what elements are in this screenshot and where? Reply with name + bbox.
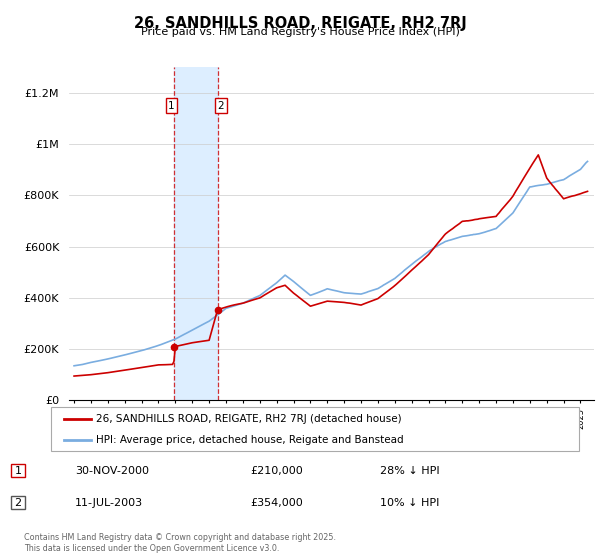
Text: 30-NOV-2000: 30-NOV-2000 [75,465,149,475]
Text: 1: 1 [168,101,175,111]
Text: 2: 2 [14,498,22,508]
Bar [11,496,25,510]
FancyBboxPatch shape [51,407,579,451]
Text: 26, SANDHILLS ROAD, REIGATE, RH2 7RJ: 26, SANDHILLS ROAD, REIGATE, RH2 7RJ [134,16,466,31]
Bar [11,464,25,477]
Text: Price paid vs. HM Land Registry's House Price Index (HPI): Price paid vs. HM Land Registry's House … [140,27,460,37]
Text: £210,000: £210,000 [250,465,303,475]
Bar [174,67,218,400]
Text: 11-JUL-2003: 11-JUL-2003 [75,498,143,508]
Text: HPI: Average price, detached house, Reigate and Banstead: HPI: Average price, detached house, Reig… [96,435,404,445]
Text: 2: 2 [217,101,224,111]
Text: 1: 1 [14,465,22,475]
Text: 26, SANDHILLS ROAD, REIGATE, RH2 7RJ (detached house): 26, SANDHILLS ROAD, REIGATE, RH2 7RJ (de… [96,414,401,424]
Text: 10% ↓ HPI: 10% ↓ HPI [380,498,439,508]
Text: 28% ↓ HPI: 28% ↓ HPI [380,465,440,475]
Text: Contains HM Land Registry data © Crown copyright and database right 2025.
This d: Contains HM Land Registry data © Crown c… [24,533,336,553]
Text: £354,000: £354,000 [250,498,303,508]
